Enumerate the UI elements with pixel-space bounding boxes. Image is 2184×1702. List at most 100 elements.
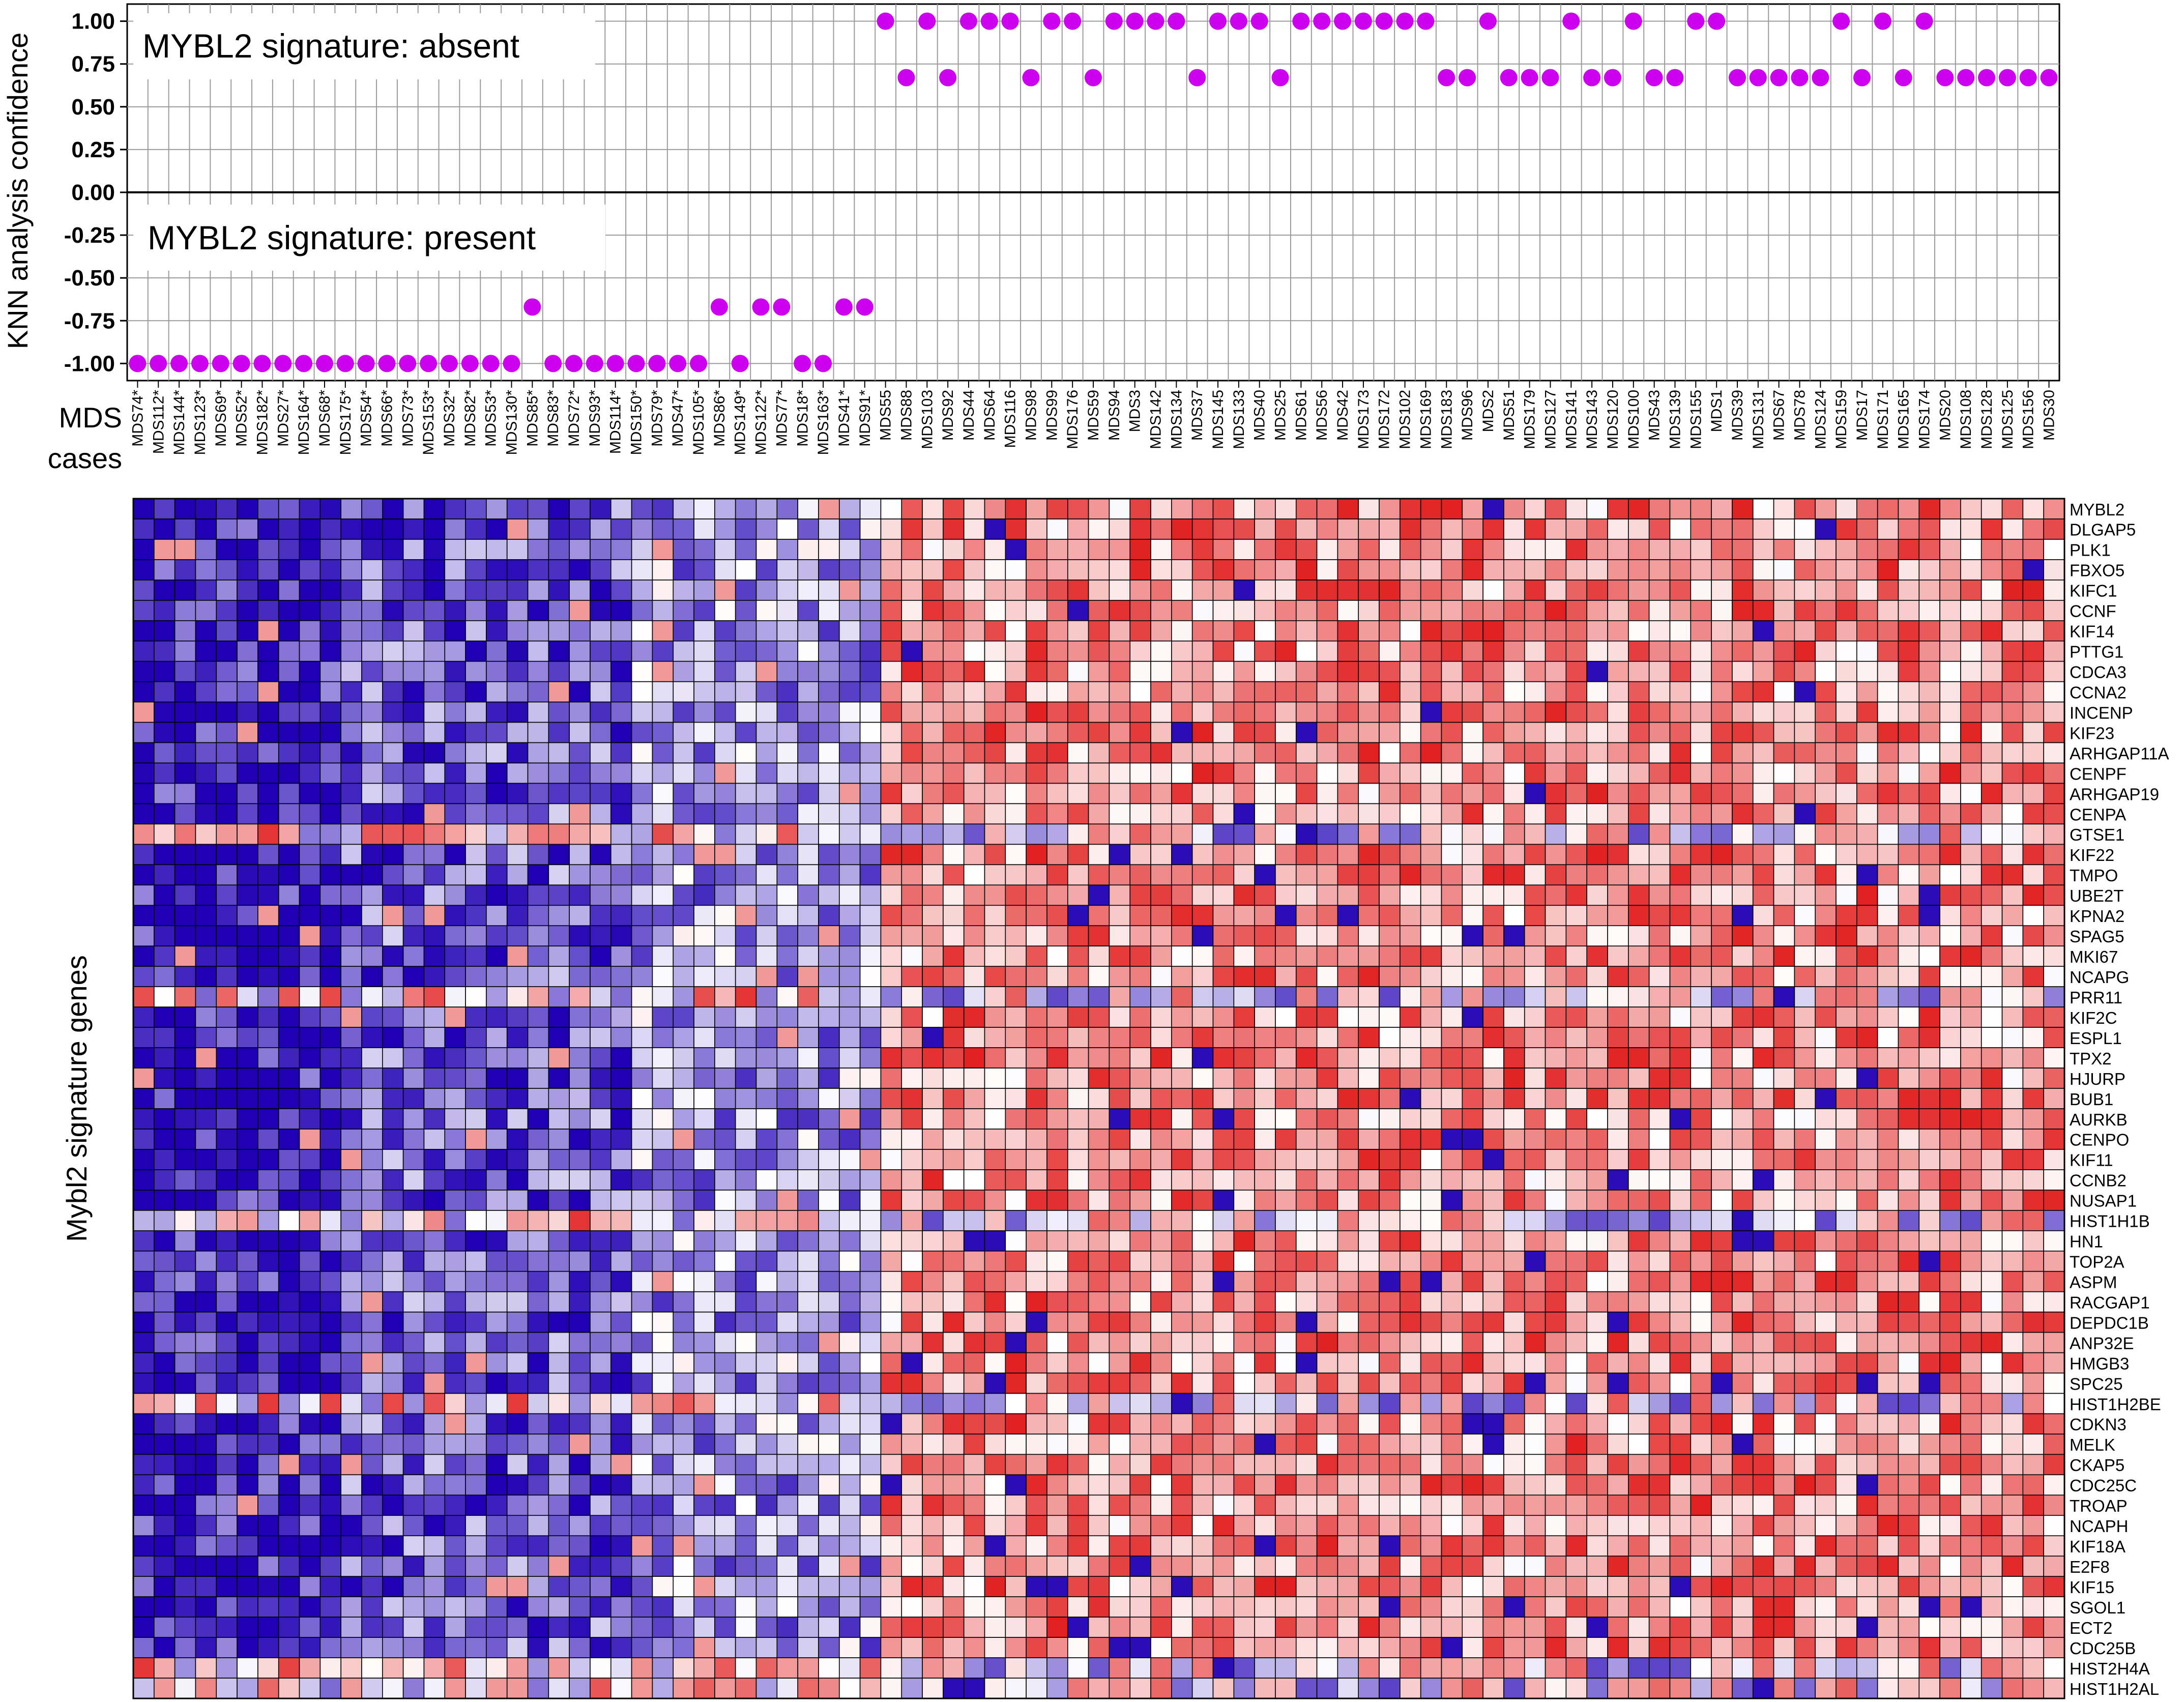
- heatmap-cell: [1648, 905, 1671, 927]
- heatmap-cell: [1337, 1210, 1359, 1231]
- heatmap-cell: [631, 803, 653, 825]
- heatmap-cell: [943, 701, 965, 723]
- heatmap-cell: [2043, 1454, 2065, 1476]
- heatmap-cell: [1856, 905, 1878, 927]
- heatmap-cell: [673, 884, 694, 906]
- heatmap-cell: [755, 559, 778, 581]
- heatmap-cell: [174, 945, 196, 967]
- heatmap-cell: [1441, 1068, 1463, 1089]
- heatmap-cell: [237, 498, 258, 520]
- heatmap-cell: [1067, 1311, 1089, 1333]
- heatmap-cell: [527, 1088, 549, 1109]
- heatmap-cell: [1295, 620, 1318, 642]
- heatmap-cell: [1586, 742, 1608, 764]
- heatmap-cell: [1150, 640, 1172, 662]
- heatmap-cell: [257, 498, 279, 520]
- heatmap-cell: [1856, 1149, 1878, 1170]
- heatmap-cell: [423, 559, 446, 581]
- y-tick-label: 0.25: [71, 137, 115, 162]
- heatmap-cell: [1191, 722, 1214, 743]
- heatmap-cell: [361, 945, 383, 967]
- heatmap-cell: [237, 945, 258, 967]
- heatmap-cell: [1337, 1149, 1359, 1170]
- heatmap-cell: [1773, 762, 1795, 784]
- heatmap-cell: [1358, 742, 1380, 764]
- heatmap-cell: [1607, 1006, 1629, 1028]
- heatmap-cell: [1316, 640, 1338, 662]
- heatmap-cell: [506, 1027, 529, 1048]
- heatmap-cell: [1628, 1433, 1650, 1455]
- heatmap-cell: [880, 1372, 902, 1394]
- heatmap-cell: [1275, 1332, 1297, 1353]
- heatmap-cell: [278, 945, 300, 967]
- heatmap-cell: [735, 1169, 757, 1191]
- heatmap-cell: [1275, 1129, 1297, 1150]
- heatmap-cell: [1129, 905, 1151, 927]
- heatmap-cell: [237, 884, 258, 906]
- heatmap-cell: [859, 518, 882, 540]
- case-label: MDS55: [878, 390, 894, 441]
- heatmap-cell: [216, 844, 238, 866]
- heatmap-cell: [1773, 1088, 1795, 1109]
- heatmap-cell: [1648, 1149, 1671, 1170]
- heatmap-cell: [1316, 1027, 1338, 1048]
- heatmap-cell: [943, 1129, 965, 1150]
- heatmap-cell: [984, 783, 1006, 804]
- heatmap-cell: [1607, 1352, 1629, 1374]
- heatmap-cell: [838, 1454, 861, 1476]
- heatmap-cell: [1815, 1271, 1837, 1292]
- heatmap-cell: [1441, 1210, 1463, 1231]
- heatmap-cell: [1191, 905, 1214, 927]
- heatmap-cell: [776, 1393, 798, 1415]
- heatmap-cell: [465, 803, 487, 825]
- confidence-point: [378, 355, 396, 372]
- heatmap-cell: [714, 580, 736, 601]
- heatmap-cell: [1939, 1454, 1961, 1476]
- heatmap-cell: [1295, 1291, 1318, 1313]
- heatmap-cell: [1711, 498, 1733, 520]
- heatmap-cell: [880, 905, 902, 927]
- heatmap-cell: [506, 681, 529, 703]
- confidence-point: [627, 355, 645, 372]
- heatmap-cell: [1898, 966, 1920, 987]
- heatmap-cell: [1856, 1413, 1878, 1435]
- heatmap-cell: [1898, 1474, 1920, 1496]
- heatmap-cell: [1918, 1210, 1940, 1231]
- heatmap-cell: [402, 1494, 425, 1516]
- heatmap-cell: [1482, 1006, 1504, 1028]
- heatmap-cell: [1752, 640, 1774, 662]
- heatmap-cell: [1898, 580, 1920, 601]
- heatmap-cell: [319, 986, 341, 1007]
- heatmap-cell: [1191, 864, 1214, 886]
- heatmap-cell: [652, 1454, 674, 1476]
- heatmap-cell: [465, 1006, 487, 1028]
- heatmap-cell: [1565, 681, 1588, 703]
- heatmap-cell: [1337, 1088, 1359, 1109]
- heatmap-cell: [1358, 783, 1380, 804]
- confidence-point: [648, 355, 666, 372]
- heatmap-cell: [1129, 1169, 1151, 1191]
- heatmap-cell: [1441, 1108, 1463, 1130]
- heatmap-cell: [1109, 1088, 1131, 1109]
- confidence-point: [1895, 69, 1912, 86]
- heatmap-cell: [299, 1474, 321, 1496]
- heatmap-cell: [361, 1494, 383, 1516]
- heatmap-cell: [1462, 1149, 1483, 1170]
- heatmap-cell: [1005, 1372, 1027, 1394]
- heatmap-cell: [590, 660, 611, 682]
- heatmap-cell: [465, 660, 487, 682]
- heatmap-cell: [1358, 600, 1380, 621]
- heatmap-cell: [1441, 1332, 1463, 1353]
- heatmap-cell: [1607, 1129, 1629, 1150]
- heatmap-cell: [1005, 945, 1027, 967]
- heatmap-cell: [818, 539, 840, 560]
- heatmap-cell: [1690, 1311, 1712, 1333]
- heatmap-cell: [797, 1413, 819, 1435]
- heatmap-cell: [278, 518, 300, 540]
- heatmap-cell: [859, 945, 882, 967]
- heatmap-cell: [506, 1006, 529, 1028]
- heatmap-cell: [1295, 498, 1318, 520]
- heatmap-cell: [880, 1047, 902, 1069]
- heatmap-cell: [797, 762, 819, 784]
- heatmap-cell: [1400, 600, 1421, 621]
